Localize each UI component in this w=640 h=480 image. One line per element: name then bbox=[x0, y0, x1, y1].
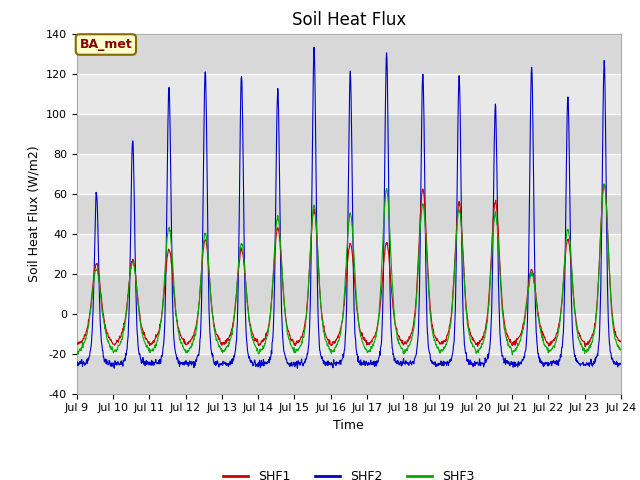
Bar bbox=[77, 73, 621, 114]
Title: Soil Heat Flux: Soil Heat Flux bbox=[292, 11, 406, 29]
Bar bbox=[77, 313, 621, 354]
Bar bbox=[77, 274, 621, 313]
Text: BA_met: BA_met bbox=[79, 38, 132, 51]
Bar bbox=[77, 154, 621, 193]
Bar bbox=[77, 114, 621, 154]
Y-axis label: Soil Heat Flux (W/m2): Soil Heat Flux (W/m2) bbox=[28, 145, 40, 282]
Bar bbox=[77, 34, 621, 73]
Bar bbox=[77, 193, 621, 234]
X-axis label: Time: Time bbox=[333, 419, 364, 432]
Bar bbox=[77, 234, 621, 274]
Bar bbox=[77, 354, 621, 394]
Legend: SHF1, SHF2, SHF3: SHF1, SHF2, SHF3 bbox=[218, 465, 480, 480]
